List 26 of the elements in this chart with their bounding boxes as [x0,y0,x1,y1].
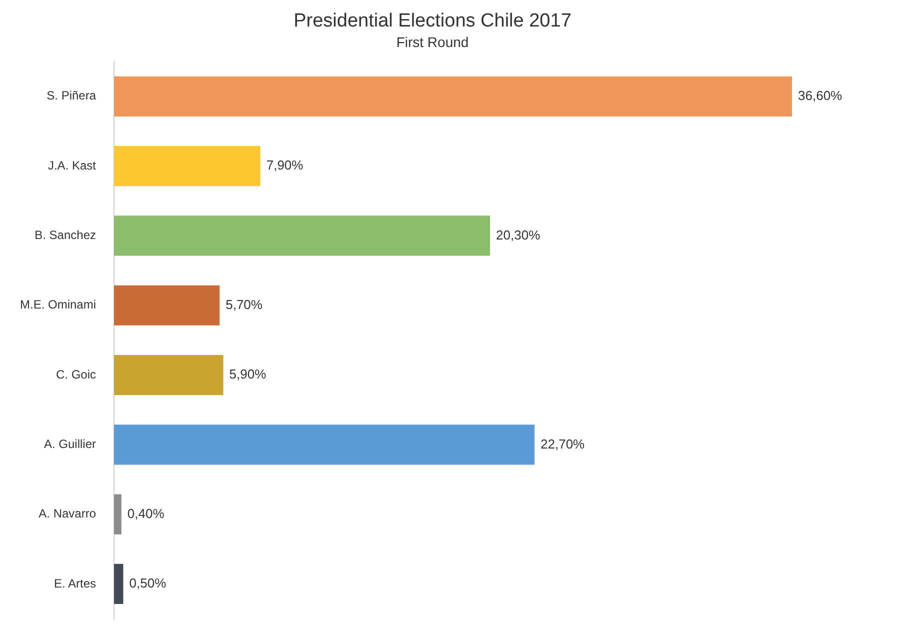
chart-subtitle: First Round [396,34,469,50]
bar [114,146,260,186]
y-tick-label: M.E. Ominami [20,298,96,312]
data-label: 0,50% [129,576,167,591]
data-label: 20,30% [496,227,541,242]
bar [114,285,220,326]
data-label: 5,90% [229,366,267,382]
bar [114,424,535,465]
bar [114,354,224,396]
bar [114,216,490,256]
data-label: 36,60% [798,88,843,104]
data-label: 22,70% [540,436,586,452]
bar [114,76,792,116]
chart-title: Presidential Elections Chile 2017 [294,10,572,32]
y-tick-label: A. Navarro [38,506,96,521]
y-tick-label: A. Guillier [44,436,96,451]
y-tick-label: J.A. Kast [48,158,97,172]
data-label: 0,40% [127,506,165,521]
data-label: 7,90% [266,158,304,173]
y-tick-label: B. Sanchez [34,228,96,242]
y-tick-label: E. Artes [54,576,96,590]
bar [114,564,124,604]
bar [114,494,122,534]
y-tick-label: S. Piñera [46,88,96,103]
y-tick-label: C. Goic [56,367,96,382]
data-label: 5,70% [226,296,263,312]
